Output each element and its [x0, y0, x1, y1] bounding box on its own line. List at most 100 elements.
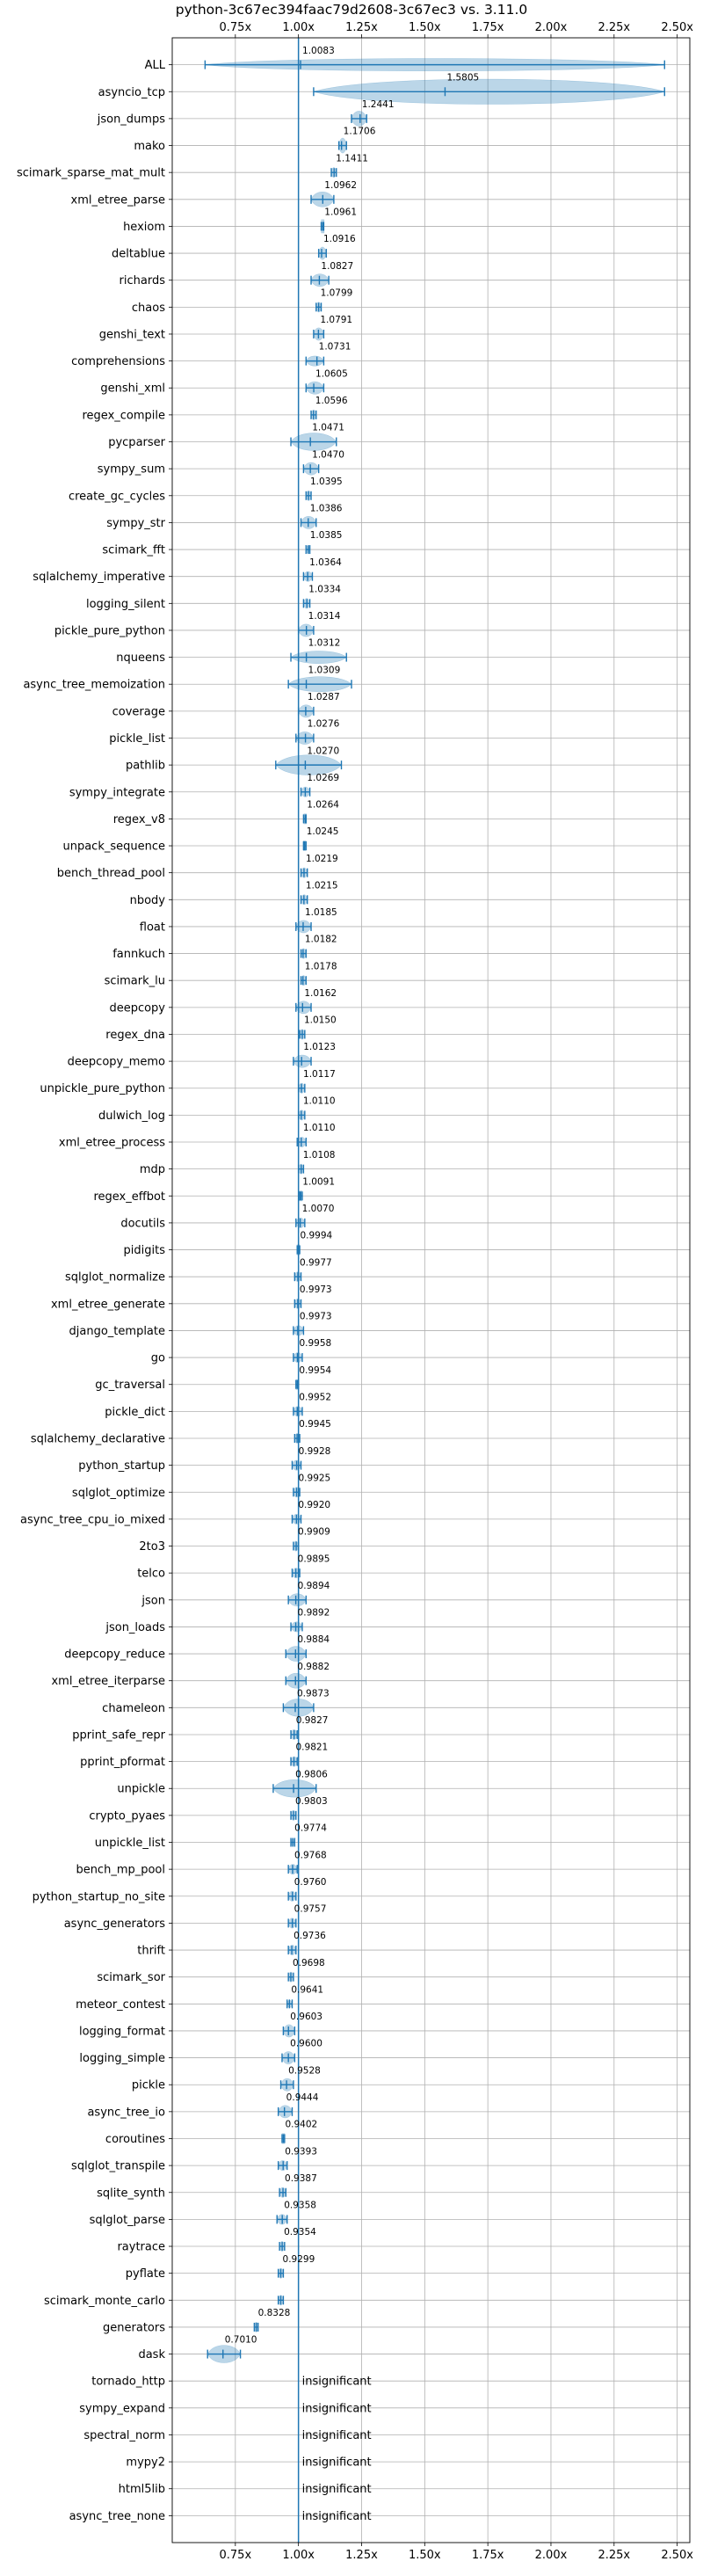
y-tick-label: comprehensions [71, 355, 165, 368]
y-tick-label: raytrace [117, 2241, 165, 2254]
y-tick-label: go [151, 1352, 165, 1365]
plot-frame [171, 37, 691, 2543]
y-tick-label: telco [137, 1568, 165, 1581]
x-tick-label-bottom: 1.50x [409, 2549, 441, 2562]
x-tick-label-top: 0.75x [220, 21, 252, 34]
y-tick-label: async_generators [64, 1917, 166, 1931]
x-tick-label-top: 2.00x [535, 21, 568, 34]
value-label: 1.0827 [321, 261, 353, 272]
x-tick-label-bottom: 1.00x [282, 2549, 315, 2562]
y-tick-label: docutils [120, 1217, 165, 1230]
value-label: 0.9892 [298, 1608, 330, 1619]
y-tick-label: sqlalchemy_declarative [31, 1432, 165, 1445]
value-label: 0.9945 [299, 1419, 331, 1430]
value-label: 1.0312 [308, 638, 341, 649]
x-tick-label-bottom: 2.50x [661, 2549, 693, 2562]
y-tick-label: json_dumps [97, 113, 165, 126]
value-label: 1.1706 [344, 127, 376, 137]
y-tick-label: regex_v8 [113, 813, 165, 826]
value-label: 1.0117 [303, 1069, 336, 1080]
value-label: 0.9299 [283, 2254, 315, 2265]
value-label: 0.9803 [295, 1796, 328, 1807]
y-tick-label: xml_etree_parse [71, 193, 165, 207]
x-tick-label-top: 2.50x [661, 21, 693, 34]
value-label: 1.1411 [336, 153, 368, 164]
y-tick-label: python_startup [78, 1459, 165, 1473]
value-label: 1.0270 [307, 746, 339, 756]
y-tick-label: tornado_http [91, 2376, 165, 2389]
y-tick-label: xml_etree_iterparse [51, 1675, 165, 1688]
y-tick-label: pprint_pformat [80, 1756, 165, 1769]
value-label: 1.0215 [306, 880, 338, 891]
value-label: 0.9894 [298, 1581, 330, 1591]
y-tick-label: logging_format [79, 2025, 165, 2038]
y-tick-label: mdp [140, 1163, 165, 1176]
y-tick-label: sqlite_synth [97, 2187, 165, 2200]
value-label: 0.9873 [297, 1688, 330, 1699]
y-tick-label: json [141, 1594, 165, 1607]
y-tick-label: pathlib [126, 760, 165, 773]
y-tick-label: unpickle [117, 1783, 165, 1796]
value-label: 0.9444 [286, 2092, 319, 2103]
y-tick-label: async_tree_memoization [23, 679, 165, 692]
chart-title: python-3c67ec394faac79d2608-3c67ec3 vs. … [175, 2, 528, 18]
y-tick-label: async_tree_io [87, 2106, 165, 2119]
y-tick-label: pycparser [108, 436, 165, 449]
value-label: 0.9884 [297, 1634, 330, 1645]
y-tick-label: pprint_safe_repr [72, 1728, 165, 1742]
y-tick-label: sympy_expand [79, 2402, 165, 2415]
value-label: 0.9698 [293, 1958, 325, 1968]
y-tick-label: django_template [69, 1325, 165, 1338]
x-tick-label-bottom: 1.25x [345, 2549, 378, 2562]
x-tick-label-top: 1.50x [409, 21, 441, 34]
y-tick-label: pyflate [126, 2267, 165, 2281]
value-label: 1.0110 [303, 1096, 336, 1107]
y-tick-label: logging_simple [79, 2052, 165, 2065]
x-tick-label-bottom: 2.25x [598, 2549, 630, 2562]
value-label: 0.9358 [284, 2201, 316, 2211]
y-tick-label: unpickle_list [95, 1837, 165, 1850]
plot-area [172, 38, 690, 2543]
value-label: 0.9387 [285, 2173, 317, 2184]
value-label: 0.9600 [290, 2039, 323, 2049]
value-label: 1.0123 [303, 1042, 336, 1052]
value-label: 0.9928 [299, 1446, 331, 1457]
value-label: 1.0395 [310, 477, 343, 487]
value-label: 0.9760 [294, 1877, 327, 1888]
value-label: 1.5805 [446, 72, 479, 83]
value-label: 1.0799 [321, 287, 353, 298]
y-tick-label: python_startup_no_site [33, 1890, 165, 1903]
y-tick-label: sqlglot_transpile [71, 2160, 165, 2173]
value-label: 0.9977 [300, 1257, 332, 1268]
y-tick-label: sqlglot_optimize [72, 1487, 165, 1500]
value-label: 1.0287 [308, 692, 340, 702]
value-label: 0.9603 [290, 2012, 323, 2022]
value-label: 1.0386 [310, 504, 343, 514]
value-label: 0.9641 [291, 1984, 323, 1995]
value-label: 1.2441 [362, 99, 395, 110]
value-label: 1.0334 [308, 584, 341, 594]
value-label: 1.0150 [304, 1015, 337, 1026]
x-tick-label-top: 1.00x [282, 21, 315, 34]
y-tick-label: bench_thread_pool [57, 867, 165, 880]
value-label: 1.0605 [315, 368, 348, 379]
y-tick-label: pidigits [124, 1244, 166, 1257]
value-label: 1.0245 [307, 826, 339, 837]
y-tick-label: sqlglot_normalize [65, 1271, 165, 1284]
value-label: 1.0961 [324, 207, 357, 218]
value-label: 0.9827 [296, 1715, 329, 1726]
y-tick-label: pickle_list [109, 732, 165, 746]
value-label: 1.0178 [305, 961, 337, 971]
value-label: 1.0791 [320, 315, 352, 325]
value-label: 0.8328 [258, 2308, 291, 2318]
value-label: 0.9895 [298, 1554, 330, 1564]
y-tick-label: regex_compile [82, 409, 165, 422]
y-tick-label: mako [134, 140, 165, 153]
value-label: 0.9354 [284, 2227, 316, 2238]
y-tick-label: scimark_fft [102, 544, 165, 557]
y-tick-label: create_gc_cycles [69, 490, 165, 503]
y-tick-label: deepcopy [109, 1001, 165, 1015]
y-tick-label: coverage [112, 705, 165, 718]
y-tick-label: bench_mp_pool [76, 1864, 165, 1877]
